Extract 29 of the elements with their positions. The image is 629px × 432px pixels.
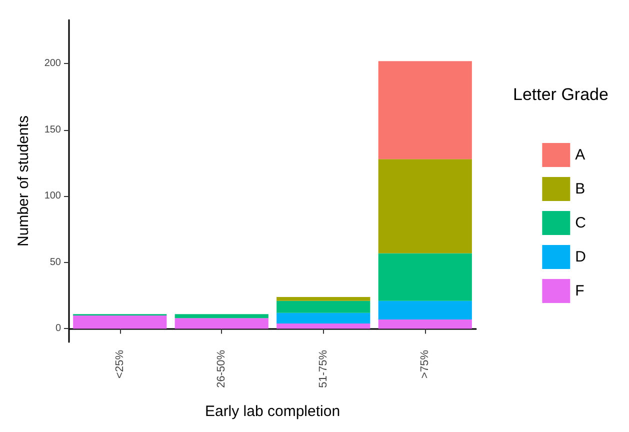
y-tick-label: 150 [44,124,62,136]
x-axis-title: Early lab completion [204,403,340,420]
y-tick-label: 50 [50,256,62,268]
legend-title: Letter Grade [513,85,608,104]
bar [378,253,472,301]
legend-label: D [575,248,586,266]
legend-label: A [575,146,586,164]
bar [174,318,268,329]
legend-label: F [575,282,584,300]
x-tick-label: 26-50% [216,350,228,388]
x-tick-label: 51-75% [317,350,330,388]
legend-label: C [575,214,586,232]
bar [276,296,370,301]
y-axis-title: Number of students [15,116,32,246]
bar [276,300,370,313]
bar [378,159,472,254]
bar [276,323,370,329]
bar [378,61,472,160]
x-tick-label: >75% [419,350,432,378]
legend-label: B [575,180,586,198]
bar [378,300,472,320]
bar [276,312,370,324]
bar [378,319,472,329]
y-tick-label: 200 [44,58,62,70]
y-tick-label: 100 [44,190,62,202]
bar [73,316,167,329]
x-tick-label: <25% [114,350,126,378]
y-tick-label: 0 [55,323,62,334]
bar [174,314,268,318]
